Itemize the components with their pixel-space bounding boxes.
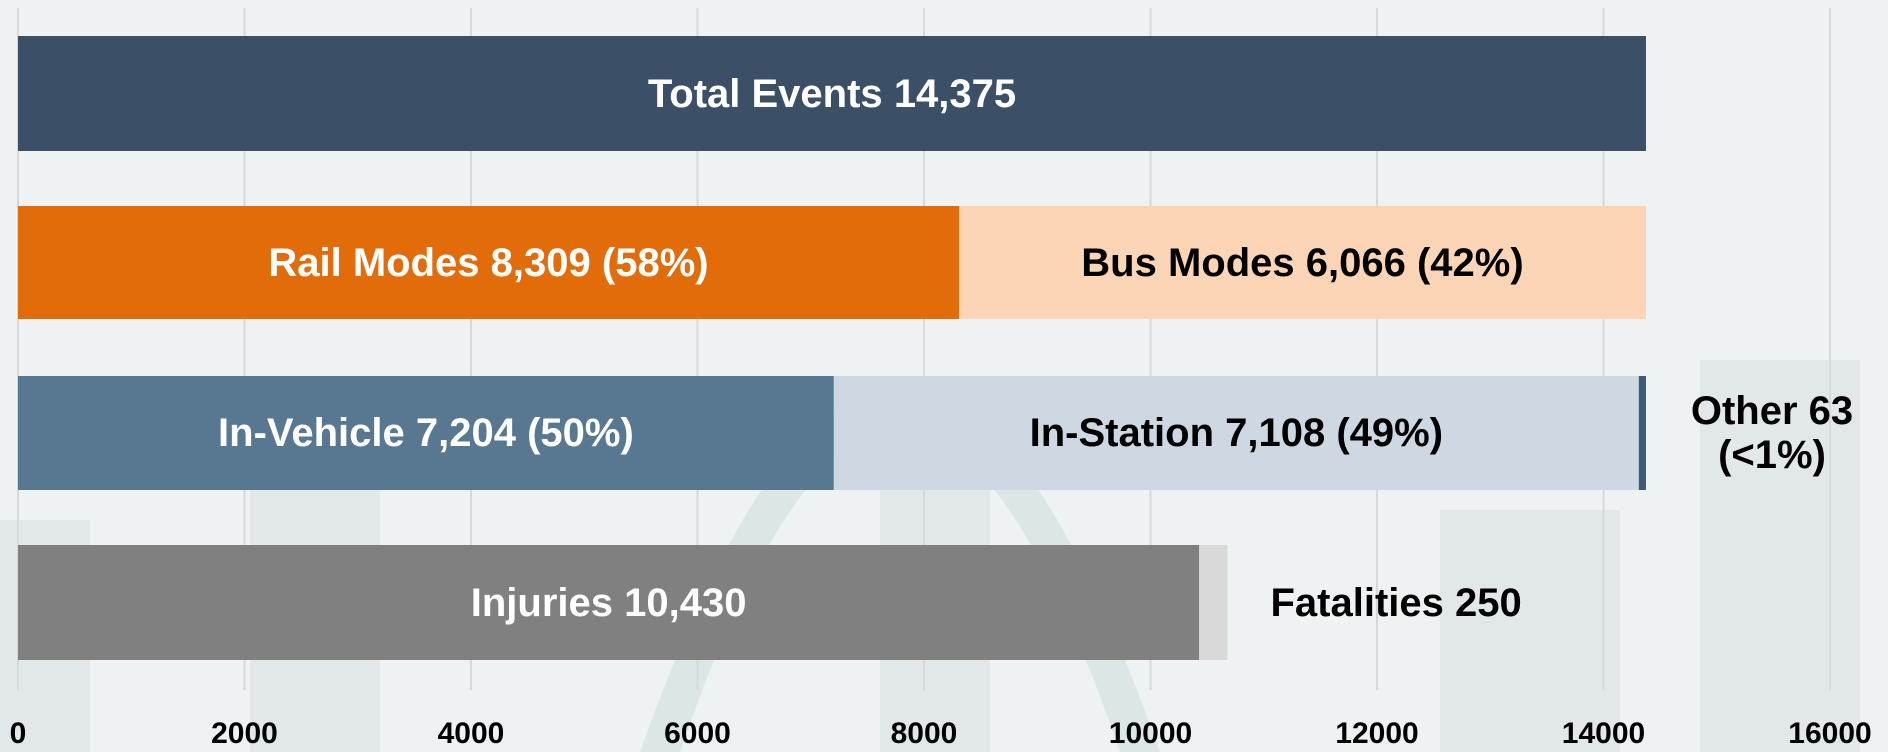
x-tick-label: 16000 [1788,717,1871,750]
value-label: 14,375 [894,72,1016,116]
x-tick-label: 14000 [1562,717,1645,750]
series-name: Bus Modes [1081,241,1294,285]
series-name: Fatalities [1271,581,1444,625]
chart: 0 2000 4000 6000 8000 10000 12000 14000 16000 To… [0,0,1888,752]
x-tick-label: 4000 [438,717,505,750]
bar-label: In-Station 7,108 (49%) [834,411,1639,455]
x-tick-label: 6000 [664,717,731,750]
series-name: In-Vehicle [218,411,405,455]
series-name: Total Events [648,72,883,116]
value-label: 10,430 [624,581,746,625]
bar-segment [1639,376,1646,490]
x-tick-label: 2000 [211,717,278,750]
bar-label: In-Vehicle 7,204 (50%) [18,411,834,455]
value-label: 250 [1455,581,1522,625]
bar-segment [1199,545,1227,660]
series-name: In-Station [1030,411,1214,455]
x-tick-label: 0 [10,717,27,750]
bar-label: Rail Modes 8,309 (58%) [18,241,959,285]
bar-label: Bus Modes 6,066 (42%) [959,241,1646,285]
value-label: 7,108 (49%) [1225,411,1443,455]
value-label: 7,204 (50%) [416,411,634,455]
bar-label: Injuries 10,430 [18,581,1199,625]
x-tick-label: 8000 [891,717,958,750]
bar-label: Fatalities 250 [1271,581,1522,625]
value-label: 6,066 (42%) [1306,241,1524,285]
series-name: Other [1691,389,1798,433]
bar-label: Other 63 (<1%) [1666,389,1878,477]
bar-label: Total Events 14,375 [18,72,1646,116]
x-tick-label: 10000 [1109,717,1192,750]
series-name: Rail Modes [268,241,479,285]
series-name: Injuries [471,581,613,625]
x-tick-label: 12000 [1335,717,1418,750]
value-label: 8,309 (58%) [491,241,709,285]
